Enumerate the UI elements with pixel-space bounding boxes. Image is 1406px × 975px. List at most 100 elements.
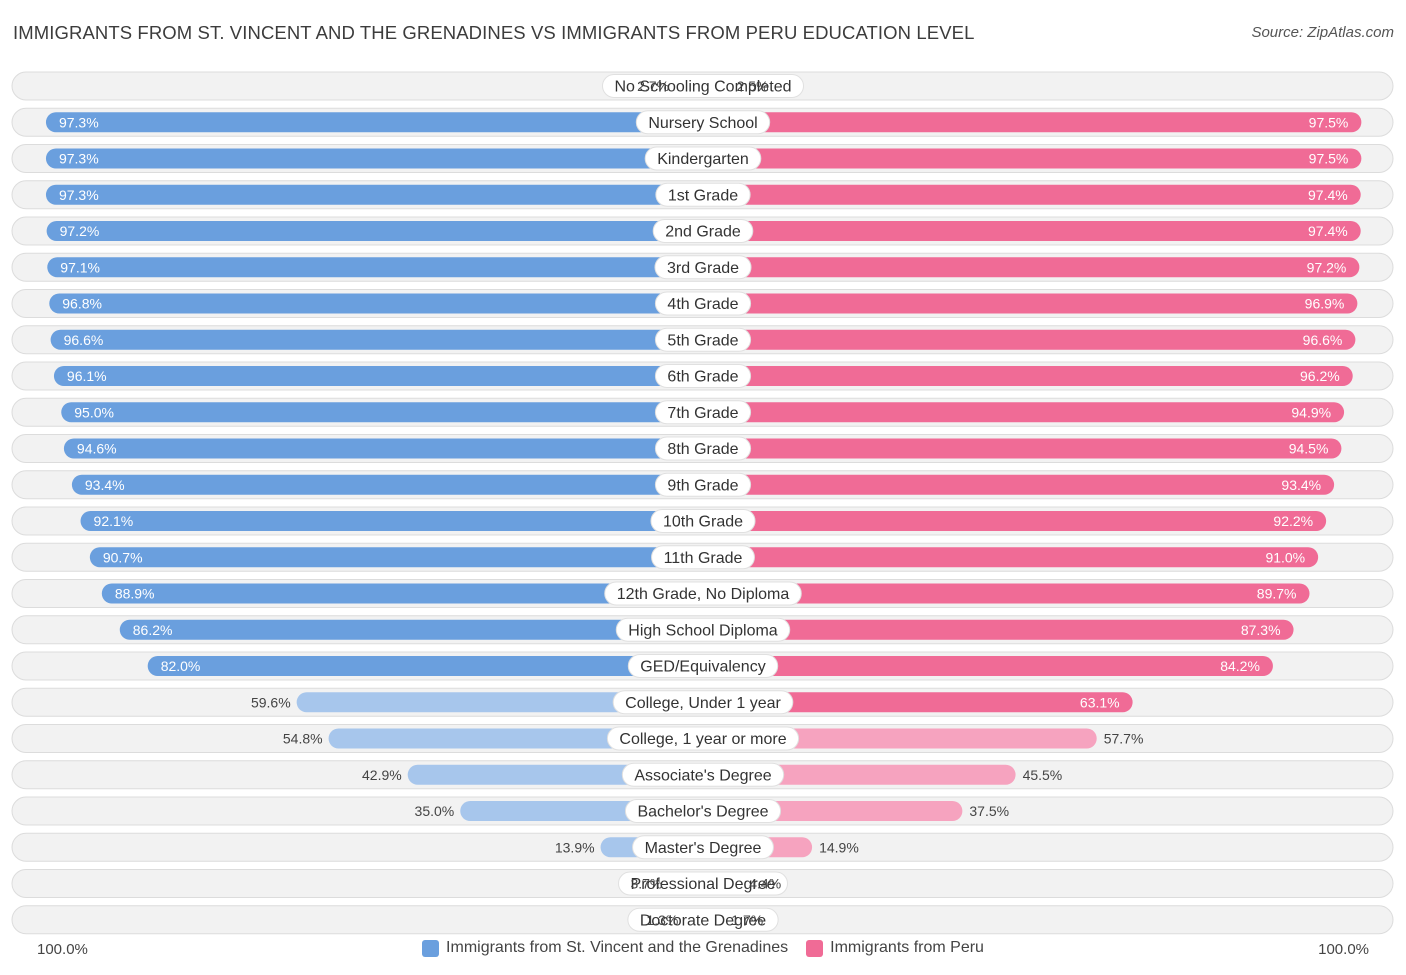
category-pill: [654, 364, 752, 388]
category-label: GED/Equivalency: [640, 659, 765, 676]
bar-left-14: [101, 583, 703, 604]
category-pill: [615, 617, 791, 642]
category-label: Master's Degree: [645, 840, 762, 857]
row-11: 9th Grade 93.4% 93.4%: [11, 470, 1394, 500]
row-20: Bachelor's Degree 35.0% 37.5%: [11, 796, 1394, 826]
value-label-left: 35.0%: [415, 803, 455, 819]
bar-right-14: [703, 583, 1310, 604]
bar-right-7: [703, 329, 1356, 350]
legend-swatch-right: [806, 939, 824, 957]
legend-item-left[interactable]: Immigrants from St. Vincent and the Gren…: [422, 939, 788, 957]
bar-right-4: [703, 221, 1361, 241]
category-pill: [618, 871, 788, 896]
category-pill: [602, 74, 804, 98]
category-pill: [650, 509, 756, 533]
category-pill: [654, 255, 752, 280]
bar-left-13: [89, 547, 704, 568]
bar-right-11: [703, 474, 1335, 495]
category-label: 5th Grade: [667, 332, 738, 349]
category-label: No Schooling Completed: [615, 79, 792, 96]
value-label-right: 97.2%: [1307, 259, 1347, 275]
bar-left-2: [45, 148, 703, 169]
value-label-left: 96.8%: [62, 296, 102, 312]
value-label-left: 97.2%: [60, 223, 100, 239]
category-pill: [644, 146, 762, 171]
row-16: GED/Equivalency 82.0% 84.2%: [11, 651, 1394, 681]
bar-right-1: [703, 112, 1362, 133]
bar-right-2: [703, 148, 1362, 169]
value-label-left: 82.0%: [161, 658, 201, 674]
bar-left-9: [61, 402, 703, 423]
value-label-left: 96.1%: [67, 368, 107, 384]
bar-right-17: [703, 692, 1133, 713]
value-label-left: 90.7%: [103, 549, 143, 565]
axis-right-label: 100.0%: [1318, 941, 1369, 958]
category-pill: [655, 182, 751, 207]
value-label-left: 96.6%: [64, 332, 104, 348]
value-label-right: 96.6%: [1303, 332, 1343, 348]
legend-label-left: Immigrants from St. Vincent and the Gren…: [446, 939, 789, 956]
value-label-right: 1.7%: [731, 912, 763, 928]
bar-left-4: [46, 221, 704, 241]
bar-right-5: [703, 257, 1360, 278]
value-label-right: 91.0%: [1265, 549, 1305, 565]
bar-left-7: [50, 329, 704, 350]
category-pill: [612, 690, 794, 715]
row-4: 2nd Grade 97.2% 97.4%: [11, 216, 1394, 246]
row-2: Kindergarten 97.3% 97.5%: [11, 144, 1394, 173]
category-label: Kindergarten: [657, 151, 749, 168]
legend-label-right: Immigrants from Peru: [830, 939, 984, 956]
value-label-left: 94.6%: [77, 441, 117, 457]
row-8: 6th Grade 96.1% 96.2%: [11, 361, 1394, 391]
value-label-right: 89.7%: [1257, 586, 1297, 602]
category-label: 6th Grade: [667, 369, 738, 386]
bar-right-6: [703, 293, 1358, 314]
value-label-left: 59.6%: [251, 694, 291, 710]
value-label-left: 2.7%: [637, 78, 669, 94]
value-label-left: 3.7%: [630, 876, 662, 892]
value-label-left: 97.3%: [59, 187, 99, 203]
bar-right-8: [703, 366, 1353, 386]
category-label: Associate's Degree: [634, 767, 771, 784]
bar-right-12: [703, 511, 1327, 531]
category-pill: [654, 327, 752, 352]
bar-right-18: [703, 728, 1097, 749]
category-label: College, Under 1 year: [625, 695, 781, 712]
row-19: Associate's Degree 42.9% 45.5%: [11, 760, 1394, 790]
chart-title: IMMIGRANTS FROM ST. VINCENT AND THE GREN…: [13, 22, 975, 43]
bar-left-5: [47, 257, 704, 278]
category-label: 9th Grade: [667, 477, 738, 494]
bar-left-10: [63, 438, 704, 459]
value-label-left: 86.2%: [133, 622, 173, 638]
category-pill: [654, 472, 752, 497]
category-pill: [627, 907, 779, 932]
value-label-right: 4.4%: [749, 876, 781, 892]
category-pill: [624, 799, 782, 823]
value-label-right: 97.4%: [1308, 223, 1348, 239]
value-label-right: 97.5%: [1309, 114, 1349, 130]
value-label-right: 97.4%: [1308, 187, 1348, 203]
bar-left-16: [147, 656, 703, 676]
legend-item-right[interactable]: Immigrants from Peru: [806, 939, 984, 957]
category-label: 7th Grade: [667, 405, 738, 422]
value-label-left: 97.3%: [59, 151, 99, 167]
row-21: Master's Degree 13.9% 14.9%: [11, 832, 1394, 862]
row-12: 10th Grade 92.1% 92.2%: [11, 506, 1394, 536]
bar-left-3: [45, 184, 703, 205]
category-pill: [632, 835, 774, 860]
bar-right-15: [703, 619, 1294, 640]
value-label-right: 45.5%: [1023, 767, 1063, 783]
row-18: College, 1 year or more 54.8% 57.7%: [11, 724, 1394, 753]
row-10: 8th Grade 94.6% 94.5%: [11, 434, 1394, 463]
value-label-right: 92.2%: [1273, 513, 1313, 529]
category-pill: [606, 726, 800, 751]
category-label: 4th Grade: [667, 296, 738, 313]
row-5: 3rd Grade 97.1% 97.2%: [11, 252, 1394, 282]
category-pill: [621, 762, 785, 787]
row-3: 1st Grade 97.3% 97.4%: [11, 180, 1394, 210]
value-label-right: 63.1%: [1080, 694, 1120, 710]
bar-right-9: [703, 402, 1345, 423]
